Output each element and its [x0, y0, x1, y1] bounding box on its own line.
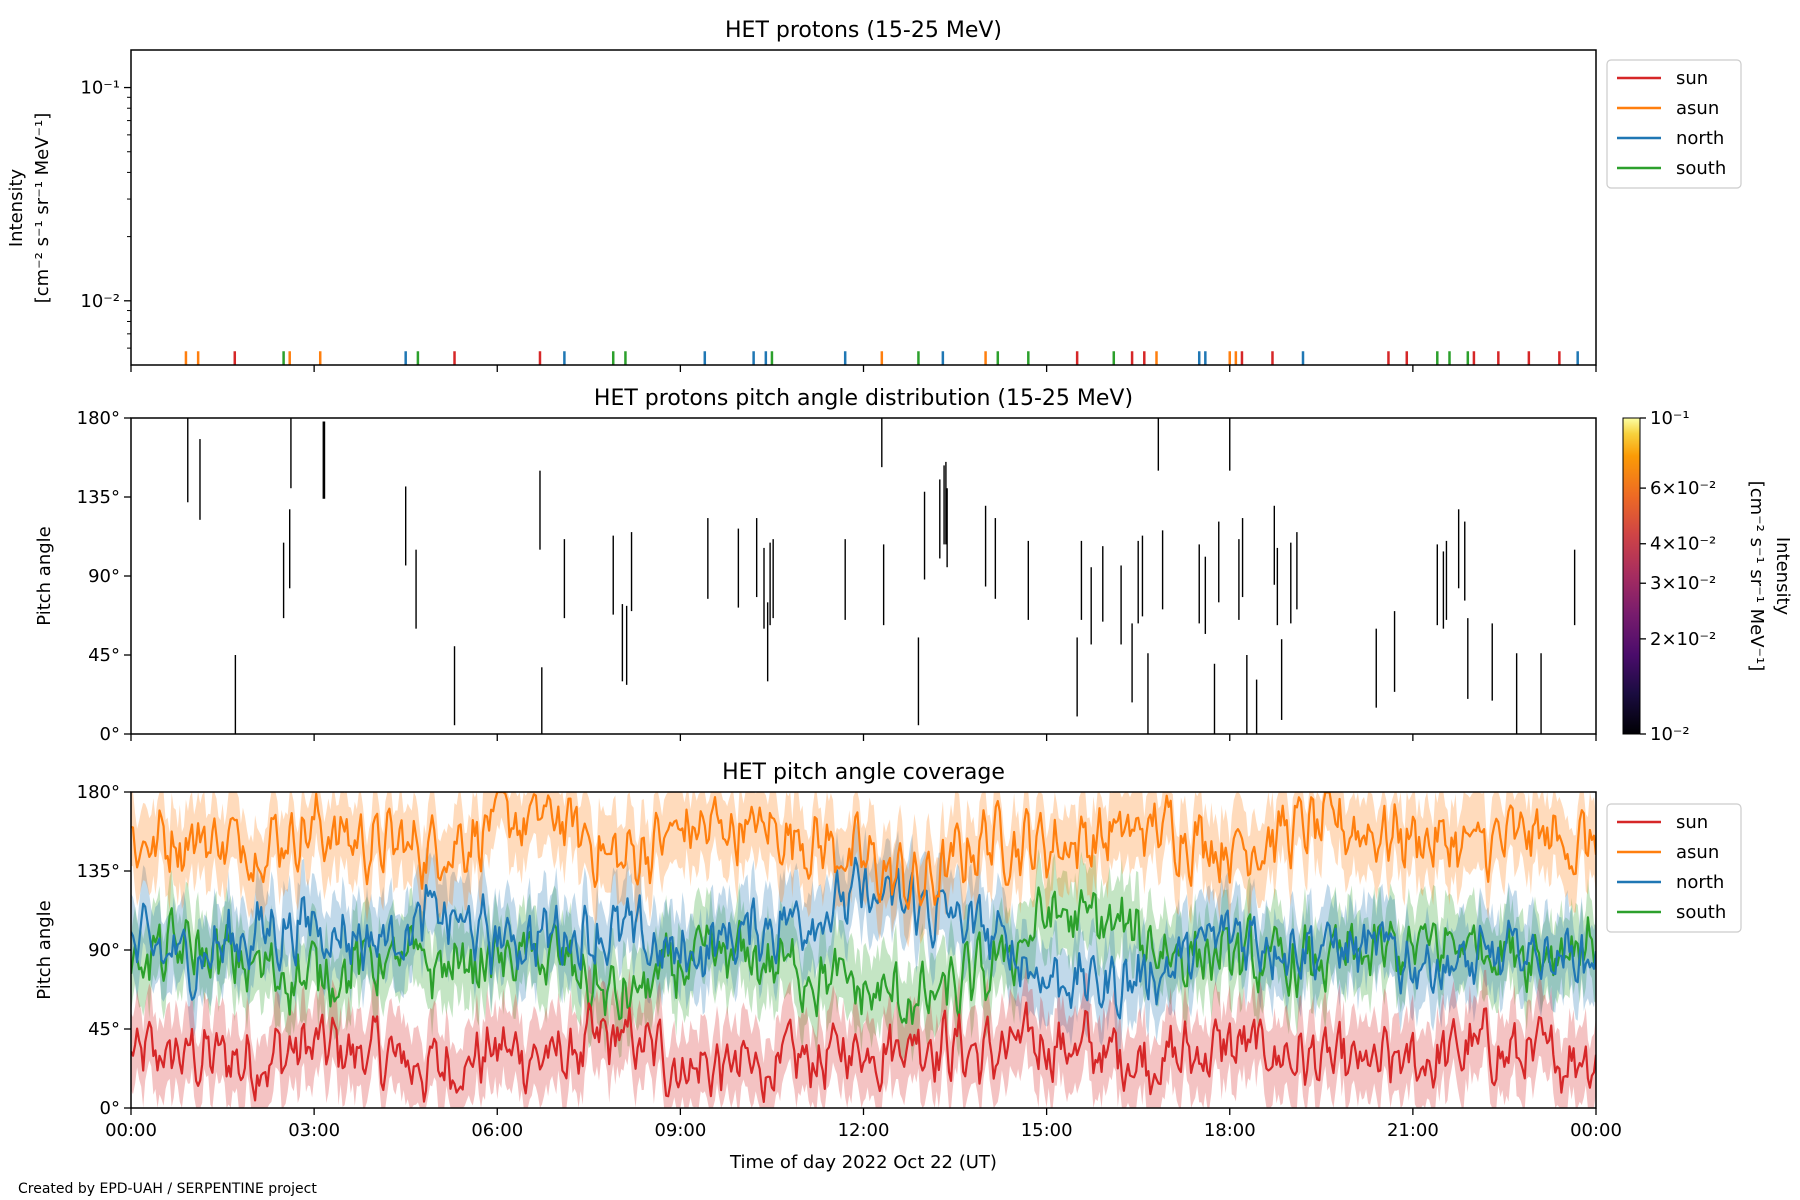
- panel-intensity: HET protons (15-25 MeV) 10⁻² 10⁻¹ Intensi…: [6, 18, 1742, 372]
- p3-yticklabel-1: 45°: [88, 1019, 120, 1040]
- legend1-label-sun: sun: [1676, 68, 1708, 89]
- p3-xticklabel-2: 06:00: [471, 1120, 523, 1141]
- p2-yticklabel-2: 90°: [88, 566, 120, 587]
- coverage-band-asun: [131, 792, 1596, 948]
- panel-pad: HET protons pitch angle distribution (15…: [34, 386, 1793, 745]
- coverage-line-north: [131, 856, 1596, 1020]
- coverage-line-asun: [131, 792, 1596, 910]
- legend3-label-north: north: [1676, 872, 1724, 893]
- p1-yticklabel-1: 10⁻¹: [80, 78, 120, 99]
- coverage-line-sun: [131, 1001, 1596, 1103]
- panel1-legend: sun asun north south: [1606, 59, 1742, 189]
- panel-coverage: HET pitch angle coverage 0° 45° 90° 135° 180…: [34, 760, 1742, 1173]
- panel1-title: HET protons (15-25 MeV): [725, 18, 1002, 43]
- panel1-legend-box: [1606, 59, 1742, 189]
- p2-yticklabel-3: 135°: [77, 487, 120, 508]
- colorbar: 10⁻² 2×10⁻² 3×10⁻² 4×10⁻² 6×10⁻² 10⁻¹ Intensi…: [1622, 408, 1793, 745]
- p2-yticklabel-4: 180°: [77, 408, 120, 429]
- p3-yticklabel-3: 135°: [77, 861, 120, 882]
- cb-ticklabel-3: 4×10⁻²: [1650, 534, 1716, 555]
- coverage-line-south: [131, 886, 1596, 1025]
- cb-ticklabel-2: 3×10⁻²: [1650, 573, 1716, 594]
- p3-xticklabel-1: 03:00: [288, 1120, 340, 1141]
- p3-xticklabel-4: 12:00: [838, 1120, 890, 1141]
- cb-ticklabel-0: 10⁻²: [1650, 724, 1690, 745]
- panel1-spikes: [184, 351, 1579, 365]
- panel2-ylabel: Pitch angle: [34, 526, 55, 625]
- panel3-xticks: 00:00 03:00 06:00 09:00 12:00 15:00 18:00 21:00…: [105, 1108, 1622, 1141]
- legend3-label-asun: asun: [1676, 842, 1719, 863]
- colorbar-units: [cm⁻² s⁻¹ sr⁻¹ MeV⁻¹]: [1746, 481, 1767, 672]
- colorbar-gradient: [1622, 417, 1641, 735]
- panel3-lines: [131, 792, 1596, 1103]
- p3-xticklabel-8: 00:00: [1570, 1120, 1622, 1141]
- p2-yticklabel-0: 0°: [100, 724, 120, 745]
- legend3-label-south: south: [1676, 902, 1726, 923]
- panel3-yticks: 0° 45° 90° 135° 180°: [77, 782, 131, 1119]
- panel2-title: HET protons pitch angle distribution (15…: [594, 386, 1133, 411]
- panel1-ylabel-line1: Intensity: [6, 168, 27, 247]
- p3-yticklabel-4: 180°: [77, 782, 120, 803]
- p3-xticklabel-5: 15:00: [1021, 1120, 1073, 1141]
- p2-yticklabel-1: 45°: [88, 645, 120, 666]
- panel3-ylabel: Pitch angle: [34, 900, 55, 999]
- cb-ticklabel-1: 2×10⁻²: [1650, 629, 1716, 650]
- p3-xticklabel-6: 18:00: [1204, 1120, 1256, 1141]
- credit-text: Created by EPD-UAH / SERPENTINE project: [18, 1181, 317, 1197]
- p3-yticklabel-0: 0°: [100, 1098, 120, 1119]
- panel2-yticks: 0° 45° 90° 135° 180°: [77, 408, 131, 745]
- panel3-title: HET pitch angle coverage: [722, 760, 1005, 785]
- coverage-band-south: [131, 848, 1596, 1063]
- p1-yticklabel-0: 10⁻²: [80, 291, 120, 312]
- p3-xticklabel-0: 00:00: [105, 1120, 157, 1141]
- panel1-yticks: 10⁻² 10⁻¹: [80, 78, 131, 349]
- cb-ticklabel-5: 10⁻¹: [1650, 408, 1690, 429]
- p3-xticklabel-7: 21:00: [1387, 1120, 1439, 1141]
- legend3-label-sun: sun: [1676, 812, 1708, 833]
- panel1-xticks: [130, 365, 1597, 372]
- p3-xticklabel-3: 09:00: [654, 1120, 706, 1141]
- panel2-xticks: [130, 734, 1597, 741]
- coverage-band-sun: [131, 963, 1596, 1108]
- legend1-label-north: north: [1676, 128, 1724, 149]
- cb-ticklabel-4: 6×10⁻²: [1650, 478, 1716, 499]
- panel2-segments: [187, 418, 1576, 734]
- panel3-xlabel: Time of day 2022 Oct 22 (UT): [729, 1152, 997, 1173]
- p3-yticklabel-2: 90°: [88, 940, 120, 961]
- panel3-legend: sun asun north south: [1606, 803, 1742, 933]
- panel3-legend-box: [1606, 803, 1742, 933]
- panel1-frame: [130, 49, 1597, 366]
- legend1-label-asun: asun: [1676, 98, 1719, 119]
- legend1-label-south: south: [1676, 158, 1726, 179]
- colorbar-label: Intensity: [1772, 537, 1793, 616]
- colorbar-ticks: 10⁻² 2×10⁻² 3×10⁻² 4×10⁻² 6×10⁻² 10⁻¹: [1640, 408, 1716, 745]
- panel1-ylabel-line2: [cm⁻² s⁻¹ sr⁻¹ MeV⁻¹]: [32, 113, 53, 304]
